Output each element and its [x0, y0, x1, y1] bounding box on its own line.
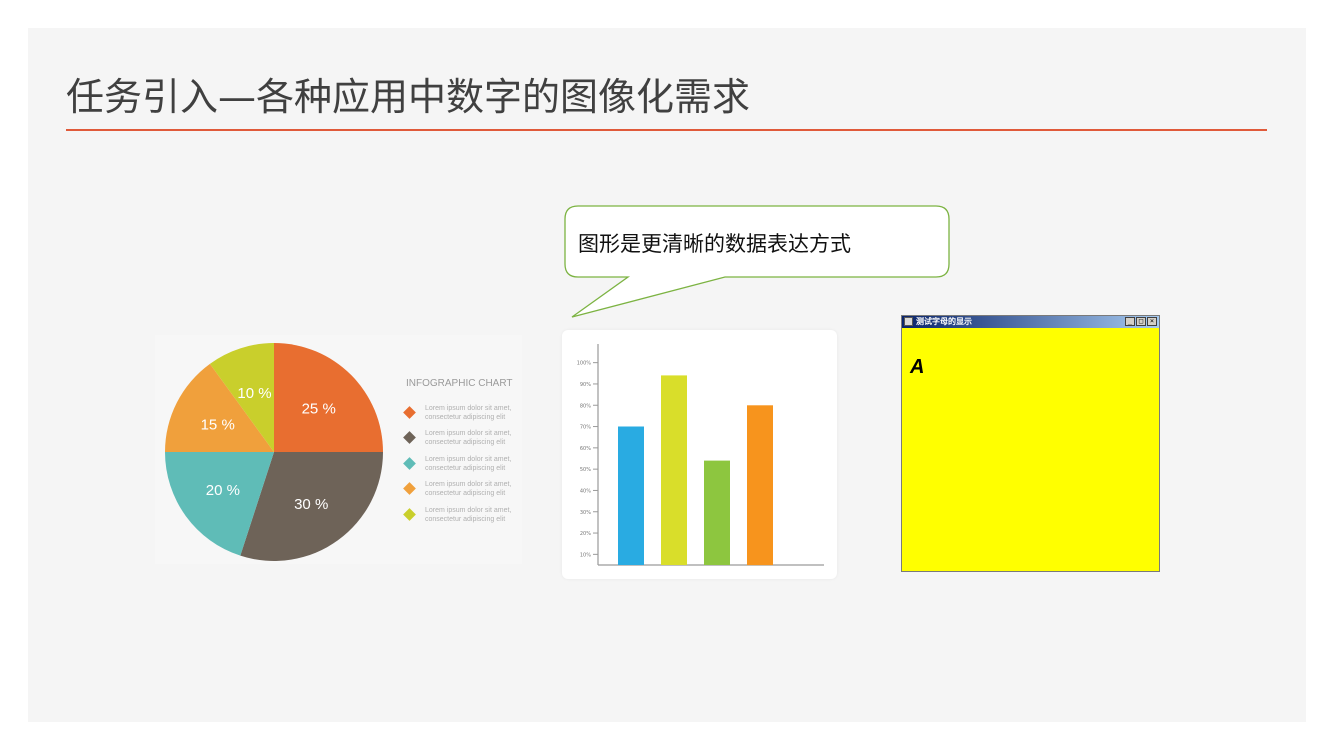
y-tick-label: 70%	[580, 425, 591, 431]
legend-line-1: Lorem ipsum dolor sit amet,	[425, 405, 512, 412]
bar	[661, 375, 687, 565]
pie-slice	[274, 343, 383, 452]
y-tick-label: 30%	[580, 510, 591, 516]
y-tick-label: 40%	[580, 488, 591, 494]
legend-item: Lorem ipsum dolor sit amet, consectetur …	[402, 480, 532, 502]
legend-text: Lorem ipsum dolor sit amet, consectetur …	[425, 455, 511, 473]
legend-line-2: consectetur adipiscing elit	[425, 439, 506, 446]
pie-slice	[165, 452, 274, 556]
legend-line-1: Lorem ipsum dolor sit amet,	[425, 456, 512, 463]
bar	[747, 405, 773, 566]
y-tick-label: 90%	[580, 382, 591, 388]
legend-line-2: consectetur adipiscing elit	[425, 414, 506, 421]
y-tick-label: 10%	[580, 552, 591, 558]
minimize-button[interactable]: _	[1125, 317, 1135, 326]
legend-item: Lorem ipsum dolor sit amet, consectetur …	[402, 506, 532, 528]
y-tick-label: 50%	[580, 467, 591, 473]
window-title: 测试字母的显示	[916, 317, 972, 326]
bar-chart-panel: 10% 20% 30% 40% 50% 60% 70% 80% 90% 100%	[562, 330, 837, 579]
pie-legend-title: INFOGRAPHIC CHART	[406, 378, 513, 389]
pie-slice	[165, 363, 274, 452]
window-controls: _ □ ×	[1125, 317, 1157, 326]
legend-diamond-icon	[403, 431, 416, 444]
legend-line-1: Lorem ipsum dolor sit amet,	[425, 507, 512, 514]
pie-slice-label: 20 %	[206, 482, 240, 499]
callout-bubble	[560, 203, 955, 323]
legend-text: Lorem ipsum dolor sit amet, consectetur …	[425, 404, 511, 422]
legend-text: Lorem ipsum dolor sit amet, consectetur …	[425, 506, 511, 524]
pie-slice-label: 30 %	[294, 496, 328, 513]
y-tick-label: 20%	[580, 531, 591, 537]
displayed-letter: A	[910, 356, 925, 378]
legend-item: Lorem ipsum dolor sit amet, consectetur …	[402, 429, 532, 451]
app-icon	[904, 317, 913, 326]
pie-slice	[240, 452, 383, 562]
legend-item: Lorem ipsum dolor sit amet, consectetur …	[402, 404, 532, 426]
pie-slice-label: 25 %	[302, 400, 336, 417]
legend-diamond-icon	[403, 508, 416, 521]
pie-slice-label: 15 %	[201, 416, 235, 433]
legend-line-1: Lorem ipsum dolor sit amet,	[425, 481, 512, 488]
title-underline	[66, 129, 1267, 131]
bar	[704, 460, 730, 565]
y-tick-label: 100%	[577, 361, 592, 367]
pie-slice	[209, 343, 274, 452]
bar-chart: 10% 20% 30% 40% 50% 60% 70% 80% 90% 100%	[577, 344, 824, 566]
y-tick-label: 80%	[580, 403, 591, 409]
bar	[618, 426, 644, 565]
pie-infographic-panel: 25 % 30 % 20 % 15 % 10 %	[155, 335, 522, 564]
legend-item: Lorem ipsum dolor sit amet, consectetur …	[402, 455, 532, 477]
legend-diamond-icon	[403, 457, 416, 470]
pie-chart: 25 % 30 % 20 % 15 %10 %	[165, 343, 383, 562]
legend-line-2: consectetur adipiscing elit	[425, 516, 506, 523]
y-tick-label: 60%	[580, 446, 591, 452]
legend-diamond-icon	[403, 406, 416, 419]
window-title-bar[interactable]: 测试字母的显示 _ □ ×	[902, 316, 1159, 328]
callout-text: 图形是更清晰的数据表达方式	[578, 232, 851, 256]
maximize-button[interactable]: □	[1136, 317, 1146, 326]
legend-line-2: consectetur adipiscing elit	[425, 465, 506, 472]
pie-slice-label: 10 %	[237, 385, 271, 402]
legend-line-2: consectetur adipiscing elit	[425, 490, 506, 497]
legend-line-1: Lorem ipsum dolor sit amet,	[425, 430, 512, 437]
legend-text: Lorem ipsum dolor sit amet, consectetur …	[425, 429, 511, 447]
app-window: 测试字母的显示 _ □ × A	[901, 315, 1160, 572]
legend-diamond-icon	[403, 482, 416, 495]
slide-title: 任务引入—各种应用中数字的图像化需求	[66, 75, 751, 119]
close-button[interactable]: ×	[1147, 317, 1157, 326]
legend-text: Lorem ipsum dolor sit amet, consectetur …	[425, 480, 511, 498]
